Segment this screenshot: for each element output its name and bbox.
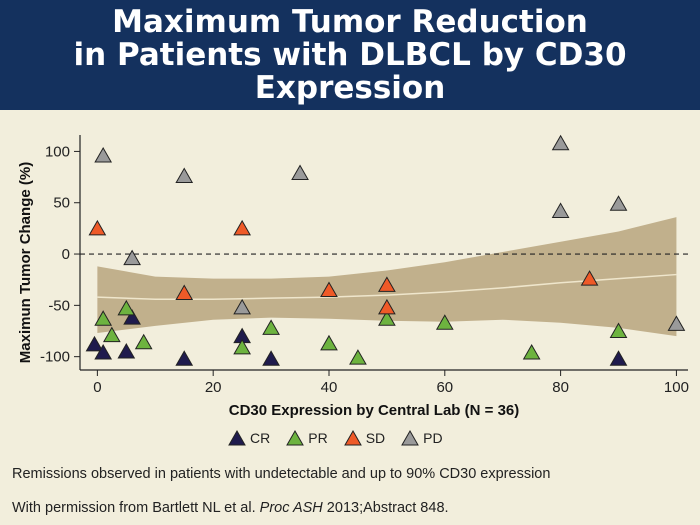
scatter-chart: -100 -50 0 50 100 0 20 40 60 80 100 CD30 Expression… <box>17 134 689 419</box>
point-pr <box>262 319 280 335</box>
x-tick-label: 0 <box>93 379 101 396</box>
point-pr <box>349 349 367 365</box>
point-sd <box>88 219 107 236</box>
point-pr <box>102 326 121 343</box>
point-pr <box>94 310 113 326</box>
legend-label-pr: PR <box>308 430 328 446</box>
point-pr <box>609 322 628 339</box>
x-axis-title: CD30 Expression by Central Lab (N = 36) <box>229 402 520 419</box>
point-pd <box>175 167 194 184</box>
x-tick-label: 20 <box>205 379 222 396</box>
footnote-citation: With permission from Bartlett NL et al. … <box>12 500 449 516</box>
page-title-line-2: in Patients with DLBCL by CD30 <box>73 36 627 73</box>
title-banner: Maximum Tumor Reduction in Patients with… <box>0 0 700 110</box>
point-cr <box>117 343 136 359</box>
y-axis-title: Maximun Tumor Change (%) <box>17 162 34 363</box>
legend-label-cr: CR <box>250 430 271 446</box>
legend-label-pd: PD <box>423 430 443 446</box>
point-pd <box>233 298 251 315</box>
legend-item-pd: PD <box>401 430 443 446</box>
x-tick-label: 80 <box>552 379 569 396</box>
x-tick-label: 100 <box>664 379 689 396</box>
legend-marker-pd <box>401 430 420 446</box>
point-pr <box>435 314 454 330</box>
point-pr <box>522 344 541 360</box>
point-sd <box>378 298 396 315</box>
citation-prefix: With permission from Bartlett NL et al. <box>12 500 260 516</box>
citation-journal: Proc ASH <box>259 500 323 516</box>
point-pd <box>551 134 570 151</box>
legend-item-pr: PR <box>286 430 328 446</box>
point-pr <box>233 338 251 355</box>
y-tick-label: 50 <box>53 195 70 212</box>
point-pr <box>320 334 338 351</box>
x-tick-label: 60 <box>436 379 453 396</box>
point-sd <box>378 276 396 292</box>
point-pd <box>291 164 309 180</box>
point-sd <box>580 270 599 286</box>
y-tick-label: -50 <box>48 297 70 314</box>
legend-item-cr: CR <box>228 430 270 446</box>
x-tick-label: 40 <box>321 379 338 396</box>
point-sd <box>233 219 251 236</box>
page-title-line-3: Expression <box>254 69 446 106</box>
point-pd <box>123 249 141 266</box>
point-cr <box>175 350 194 366</box>
y-tick-label: 100 <box>45 143 70 160</box>
y-tick-label: -100 <box>40 349 70 366</box>
point-pd <box>667 315 686 331</box>
point-pd <box>94 147 113 163</box>
point-pd <box>551 202 570 218</box>
footnote-remissions: Remissions observed in patients with und… <box>12 466 551 482</box>
point-cr <box>123 309 141 325</box>
point-cr <box>94 344 113 360</box>
chart-legend: CR PR SD PD <box>228 428 443 448</box>
point-cr <box>262 350 280 366</box>
point-pr <box>117 299 136 316</box>
y-tick-label: 0 <box>62 246 70 263</box>
point-cr <box>609 350 628 366</box>
legend-label-sd: SD <box>365 430 386 446</box>
point-pr <box>134 333 153 350</box>
fit-line <box>97 273 677 300</box>
point-pr <box>378 310 396 326</box>
point-sd <box>175 284 194 301</box>
legend-marker-cr <box>228 430 246 446</box>
point-sd <box>320 281 338 297</box>
citation-suffix: 2013;Abstract 848. <box>322 500 449 516</box>
legend-marker-pr <box>286 430 305 446</box>
page-title-line-1: Maximum Tumor Reduction <box>112 3 588 40</box>
legend-item-sd: SD <box>343 430 386 446</box>
point-cr <box>85 335 104 352</box>
point-pd <box>609 195 628 211</box>
legend-marker-sd <box>343 430 362 446</box>
